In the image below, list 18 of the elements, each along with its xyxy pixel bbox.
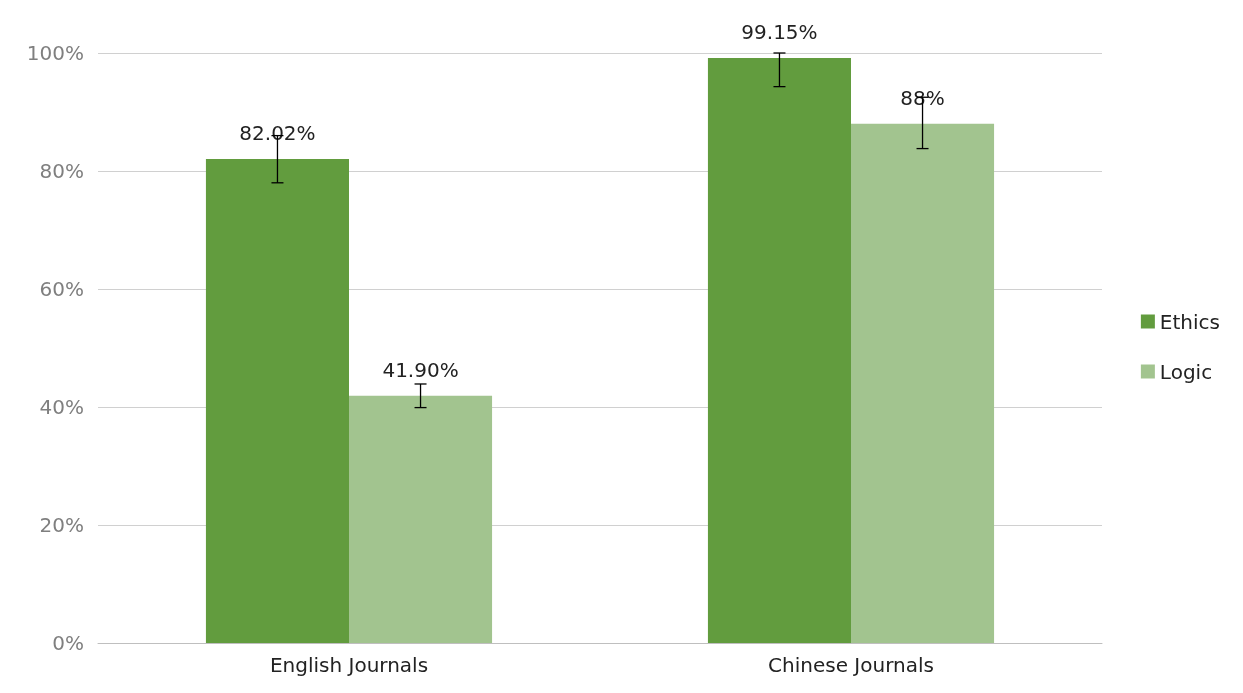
bar [707, 58, 851, 643]
y-tick-label: 60% [39, 277, 84, 301]
bar [349, 395, 493, 643]
data-label: 41.90% [382, 357, 459, 382]
y-tick-label: 40% [39, 395, 84, 419]
data-label: 88% [900, 85, 945, 110]
bar [851, 123, 995, 643]
bar [205, 159, 349, 643]
y-tick-label: 100% [26, 41, 84, 65]
data-label: 99.15% [741, 20, 818, 45]
data-label: 82.02% [239, 121, 316, 146]
y-tick-label: 0% [52, 631, 84, 655]
y-tick-label: 20% [39, 513, 84, 537]
x-tick-label: English Journals [269, 653, 429, 677]
legend-label: Logic [1159, 359, 1213, 384]
x-tick-label: Chinese Journals [768, 653, 934, 677]
y-tick-label: 80% [39, 159, 84, 183]
legend-label: Ethics [1159, 309, 1221, 334]
